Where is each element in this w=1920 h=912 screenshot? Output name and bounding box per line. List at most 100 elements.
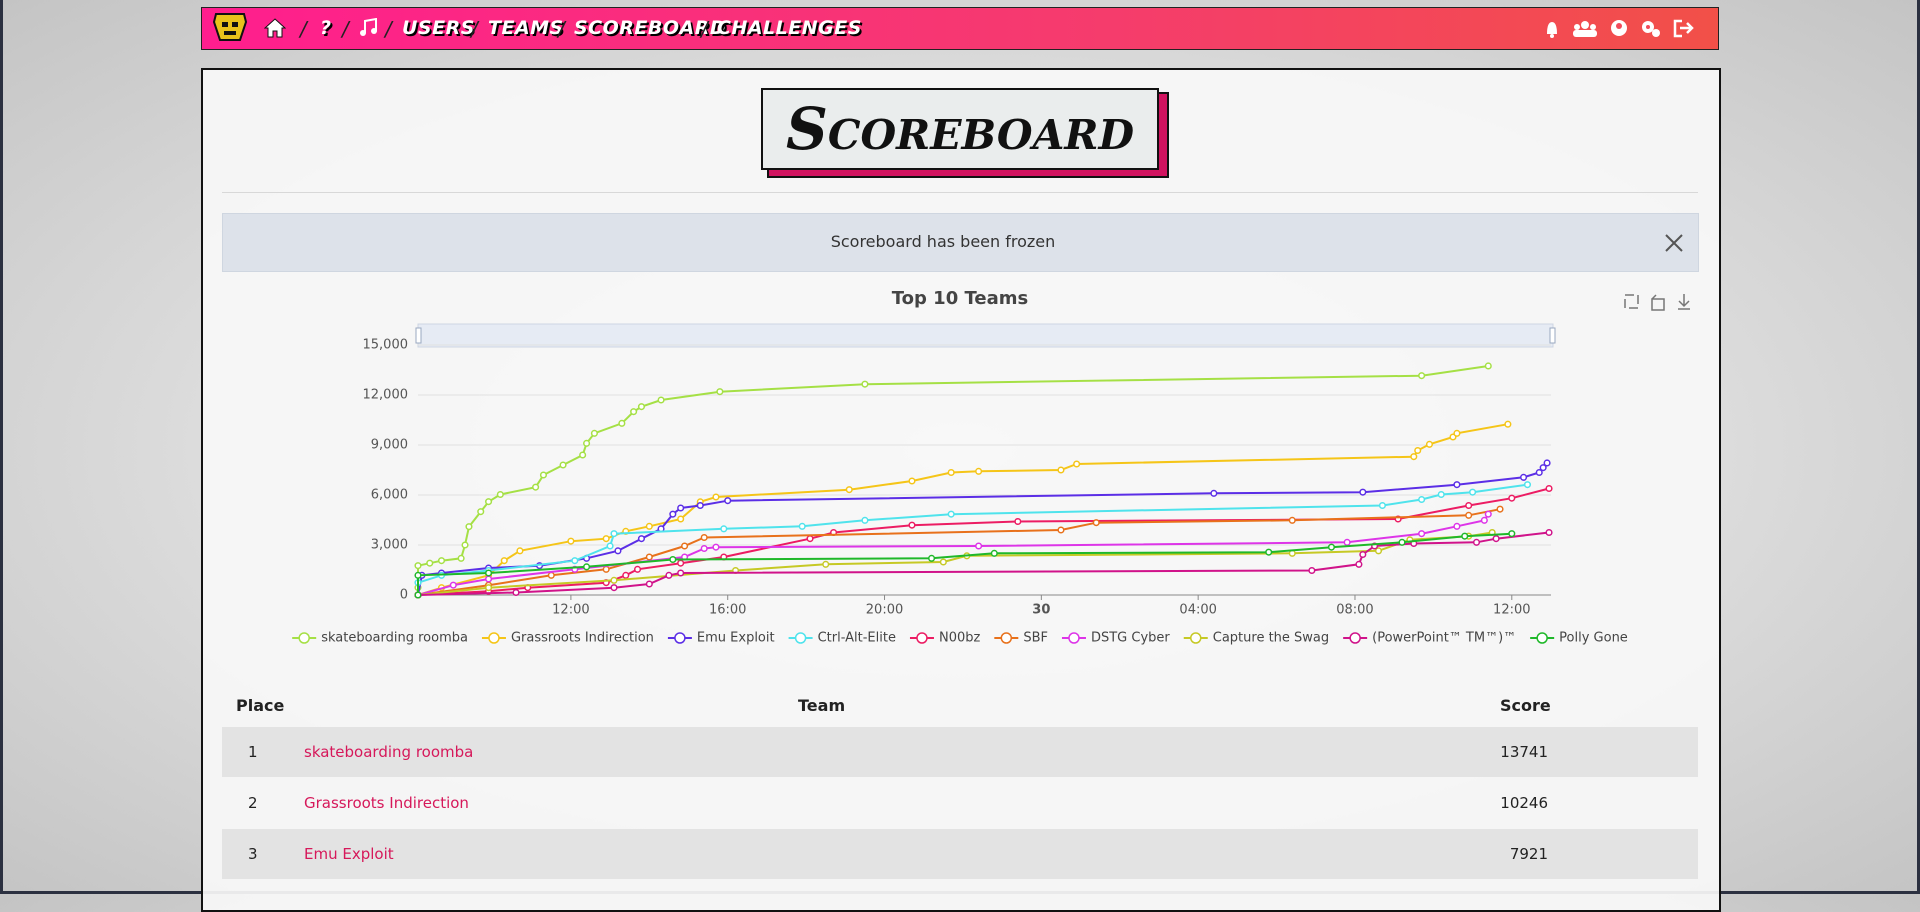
legend-item[interactable]: Polly Gone — [1530, 631, 1628, 646]
data-point — [1465, 501, 1473, 510]
legend-item[interactable]: Ctrl-Alt-Elite — [788, 631, 896, 646]
data-point — [567, 537, 575, 545]
data-point — [477, 508, 485, 516]
team-icon[interactable] — [1573, 21, 1597, 37]
series-line — [417, 462, 1548, 596]
zoom-slider[interactable] — [417, 323, 1554, 348]
data-point — [1484, 510, 1492, 518]
data-point — [677, 559, 685, 567]
logo[interactable] — [212, 12, 248, 44]
close-button[interactable] — [1664, 233, 1684, 253]
nav-link[interactable]: USERS — [402, 17, 475, 39]
legend-item[interactable]: SBF — [994, 631, 1048, 646]
data-point — [1425, 440, 1434, 448]
settings-icon[interactable] — [1642, 21, 1660, 37]
team-cell[interactable]: Emu Exploit — [304, 845, 394, 863]
data-point — [1418, 530, 1426, 538]
data-point — [496, 490, 504, 499]
data-point — [485, 575, 493, 583]
data-point — [712, 543, 720, 551]
legend-label: Ctrl-Alt-Elite — [818, 631, 896, 646]
music-icon[interactable] — [358, 18, 378, 38]
data-point — [645, 580, 653, 588]
restore-tool[interactable] — [1651, 294, 1665, 311]
data-point — [947, 468, 955, 477]
legend-item[interactable]: Grassroots Indirection — [481, 631, 654, 646]
nav-link[interactable]: TEAMS — [488, 17, 564, 39]
data-point — [845, 486, 853, 494]
divider — [222, 192, 1698, 193]
data-point — [928, 554, 936, 562]
data-point — [583, 439, 591, 447]
separator: / — [385, 17, 392, 41]
data-point — [712, 493, 720, 501]
data-point — [1374, 547, 1383, 555]
separator: / — [701, 17, 708, 41]
separator: / — [471, 17, 478, 41]
y-tick-label: 3,000 — [371, 538, 408, 553]
data-point — [630, 408, 638, 416]
data-point — [1453, 429, 1461, 437]
data-point — [1057, 526, 1065, 534]
legend-label: DSTG Cyber — [1091, 631, 1170, 646]
data-point — [1465, 511, 1473, 519]
y-tick-label: 15,000 — [363, 338, 409, 353]
download-tool[interactable] — [1678, 294, 1690, 310]
data-point — [990, 549, 998, 557]
legend-marker — [1190, 632, 1202, 644]
data-point — [1508, 530, 1516, 538]
user-icons — [1547, 19, 1694, 38]
legend-item[interactable]: N00bz — [909, 631, 981, 646]
data-point — [1378, 501, 1386, 510]
legend-item[interactable]: DSTG Cyber — [1061, 631, 1170, 646]
logout-icon[interactable] — [1673, 19, 1694, 38]
data-point — [1418, 372, 1426, 380]
data-point — [947, 510, 955, 518]
table-row: 1 skateboarding roomba 13741 — [222, 727, 1698, 777]
data-point — [610, 584, 618, 592]
team-cell[interactable]: skateboarding roomba — [304, 743, 474, 761]
data-point — [637, 403, 646, 411]
legend-item[interactable]: Capture the Swag — [1183, 631, 1329, 646]
data-point — [516, 547, 524, 555]
chart-title: Top 10 Teams — [892, 288, 1028, 309]
data-point — [700, 544, 708, 553]
data-point — [669, 510, 677, 518]
y-tick-label: 9,000 — [371, 438, 408, 453]
legend-item[interactable]: Emu Exploit — [667, 631, 775, 646]
legend-marker — [298, 632, 310, 644]
data-point — [512, 588, 520, 597]
x-tick-label: 20:00 — [866, 603, 903, 618]
y-tick-label: 0 — [400, 588, 408, 603]
legend-item[interactable]: skateboarding roomba — [292, 631, 468, 646]
data-point — [1492, 535, 1500, 543]
data-point — [414, 562, 422, 570]
data-point — [1288, 516, 1296, 524]
nav-link[interactable]: ? — [320, 17, 332, 39]
nav-link[interactable]: CHALLENGES — [717, 17, 862, 39]
slider-handle[interactable] — [1549, 327, 1556, 344]
data-point — [602, 535, 610, 543]
data-point — [908, 477, 916, 485]
home-icon[interactable] — [264, 18, 286, 38]
notifications-icon[interactable] — [1547, 22, 1557, 38]
data-point — [1359, 550, 1367, 559]
data-point — [669, 555, 677, 564]
alert: Scoreboard has been frozen — [222, 213, 1699, 272]
data-point — [798, 522, 806, 530]
data-point — [1327, 543, 1336, 551]
data-point — [1504, 420, 1512, 428]
data-point — [1469, 488, 1477, 496]
data-point — [1453, 522, 1461, 530]
zoom-tool[interactable] — [1624, 294, 1639, 309]
legend-item[interactable]: (PowerPoint™ TM™)™ — [1343, 631, 1516, 646]
slider-handle[interactable] — [415, 327, 422, 344]
x-tick-label: 16:00 — [709, 603, 746, 618]
data-point — [1520, 473, 1528, 481]
profile-icon[interactable] — [1611, 20, 1627, 36]
data-point — [861, 516, 869, 524]
data-point — [1410, 453, 1418, 461]
nav-link[interactable]: SCOREBOARD — [574, 17, 727, 39]
team-cell[interactable]: Grassroots Indirection — [304, 794, 469, 812]
